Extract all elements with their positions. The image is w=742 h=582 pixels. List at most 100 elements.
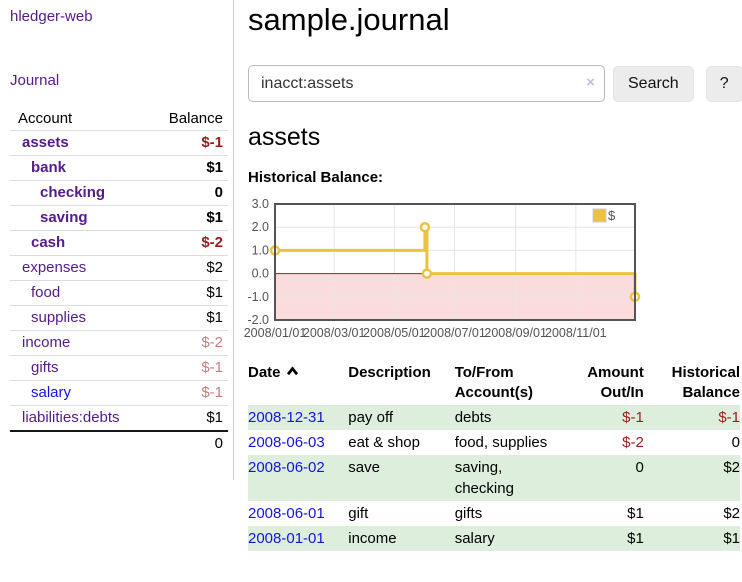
main-content: sample.journal × Search ? assets Histori… — [234, 0, 742, 551]
transaction-amount: $-2 — [622, 434, 644, 451]
transaction-description: save — [348, 455, 455, 501]
svg-text:2008/05/01: 2008/05/01 — [363, 326, 426, 340]
account-balance: $1 — [145, 405, 228, 431]
svg-text:2008/07/01: 2008/07/01 — [423, 326, 486, 340]
transaction-description: eat & shop — [348, 434, 420, 451]
account-link-salary[interactable]: salary — [31, 384, 72, 401]
account-balance: $-2 — [145, 330, 228, 356]
register-header-date[interactable]: Date — [248, 361, 348, 405]
transaction-date-link[interactable]: 2008-06-03 — [248, 434, 325, 451]
account-row-saving: saving $1 — [10, 205, 228, 231]
transaction-balance: $2 — [723, 505, 740, 522]
register-row: 2008-06-02 save saving, checking 0 $2 — [248, 455, 740, 501]
account-row-liabilities-debts: liabilities:debts $1 — [10, 405, 228, 431]
transaction-accounts: debts — [454, 405, 561, 430]
sort-ascending-icon — [286, 363, 299, 383]
page: hledger-web Journal Account Balance asse… — [0, 0, 742, 551]
transaction-description: gift — [348, 505, 369, 522]
account-link-saving[interactable]: saving — [40, 209, 88, 226]
svg-text:2008/03/01: 2008/03/01 — [303, 326, 366, 340]
account-balance: $1 — [145, 155, 228, 181]
accounts-header-account: Account — [18, 110, 73, 127]
svg-text:$: $ — [608, 208, 616, 223]
account-link-gifts[interactable]: gifts — [31, 359, 59, 376]
account-row-salary: salary $-1 — [10, 380, 228, 406]
search-box: × — [248, 65, 605, 102]
transaction-accounts: gifts — [454, 505, 483, 522]
account-row-gifts: gifts $-1 — [10, 355, 228, 381]
account-row-cash: cash $-2 — [10, 230, 228, 256]
transaction-amount: $1 — [560, 526, 644, 551]
accounts-header-line2: Account(s) — [454, 384, 534, 401]
svg-text:2008/09/01: 2008/09/01 — [484, 326, 547, 340]
account-link-income[interactable]: income — [22, 334, 71, 351]
accounts-header-line1: To/From — [454, 364, 514, 381]
transaction-date-link[interactable]: 2008-06-02 — [248, 459, 325, 476]
register-header-accounts: To/From Account(s) — [455, 361, 560, 405]
register-row: 2008-12-31 pay off debts $-1 $-1 — [248, 405, 740, 430]
account-balance: $-1 — [145, 355, 228, 381]
transaction-description: pay off — [348, 405, 455, 430]
account-balance: $-1 — [145, 130, 228, 156]
svg-text:-2.0: -2.0 — [247, 313, 269, 327]
account-row-checking: checking 0 — [10, 180, 228, 206]
account-link-expenses[interactable]: expenses — [22, 259, 87, 276]
transaction-accounts: food, supplies — [454, 434, 548, 451]
svg-text:3.0: 3.0 — [252, 198, 269, 211]
transaction-date-link[interactable]: 2008-12-31 — [248, 409, 325, 426]
transaction-amount: 0 — [560, 455, 644, 501]
transaction-date-link[interactable]: 2008-01-01 — [248, 530, 325, 547]
register-table: Date Description To/From Account(s) Amou… — [248, 361, 740, 551]
account-link-liabilities-debts[interactable]: liabilities:debts — [22, 409, 120, 426]
account-balance: 0 — [145, 180, 228, 206]
register-header-description: Description — [348, 364, 431, 381]
amount-header-line1: Amount — [587, 364, 644, 381]
svg-text:2.0: 2.0 — [252, 220, 269, 234]
register-header-row: Date Description To/From Account(s) Amou… — [248, 361, 740, 405]
transaction-date-link[interactable]: 2008-06-01 — [248, 505, 325, 522]
svg-text:2008/11/01: 2008/11/01 — [545, 326, 607, 340]
chart-svg: $3.0 2.0 1.0 0.0 -1.0 -2.02008/01/012008/03/0… — [244, 197, 641, 340]
register-row: 2008-01-01 income salary $1 $1 — [248, 526, 740, 551]
account-balance: $1 — [145, 205, 228, 231]
account-balance: $1 — [145, 305, 228, 331]
balance-header-line2: Balance — [682, 384, 740, 401]
amount-header-line2: Out/In — [600, 384, 644, 401]
accounts-total-balance: 0 — [145, 430, 228, 456]
clear-search-icon[interactable]: × — [586, 74, 595, 91]
transaction-amount: $1 — [627, 505, 644, 522]
balance-header-line1: Historical — [671, 364, 740, 381]
account-balance: $-1 — [145, 380, 228, 406]
account-link-checking[interactable]: checking — [40, 184, 106, 201]
svg-text:-1.0: -1.0 — [247, 290, 269, 304]
account-row-supplies: supplies $1 — [10, 305, 228, 331]
account-balance: $-2 — [145, 230, 228, 256]
svg-text:0.0: 0.0 — [252, 267, 269, 281]
account-link-bank[interactable]: bank — [31, 159, 67, 176]
page-title: sample.journal — [248, 2, 450, 37]
svg-text:1.0: 1.0 — [252, 243, 269, 257]
accounts-table: Account Balance assets $-1 bank $1 check… — [10, 107, 228, 456]
account-link-cash[interactable]: cash — [31, 234, 66, 251]
historical-balance-chart: $3.0 2.0 1.0 0.0 -1.0 -2.0 2008/01/01 2008/03/0… — [242, 197, 742, 346]
accounts-header-balance: Balance — [168, 110, 223, 127]
account-row-expenses: expenses $2 — [10, 255, 228, 281]
account-row-bank: bank $1 — [10, 155, 228, 181]
account-link-assets[interactable]: assets — [22, 134, 69, 151]
transaction-amount: $-1 — [560, 405, 644, 430]
brand-link[interactable]: hledger-web — [10, 8, 93, 25]
help-button[interactable]: ? — [705, 65, 742, 102]
date-header-label: Date — [248, 364, 281, 381]
sidebar: hledger-web Journal Account Balance asse… — [0, 0, 234, 551]
account-balance: $2 — [145, 255, 228, 281]
sidebar-item-journal[interactable]: Journal — [10, 72, 60, 89]
search-form: × Search ? — [248, 65, 742, 102]
search-button[interactable]: Search — [613, 65, 694, 102]
account-row-assets: assets $-1 — [10, 130, 228, 156]
search-input[interactable] — [248, 65, 605, 102]
account-link-food[interactable]: food — [31, 284, 61, 301]
transaction-accounts: salary — [454, 526, 561, 551]
accounts-header-row: Account Balance — [10, 107, 228, 131]
account-link-supplies[interactable]: supplies — [31, 309, 87, 326]
register-row: 2008-06-01 gift gifts $1 $2 — [248, 501, 740, 526]
